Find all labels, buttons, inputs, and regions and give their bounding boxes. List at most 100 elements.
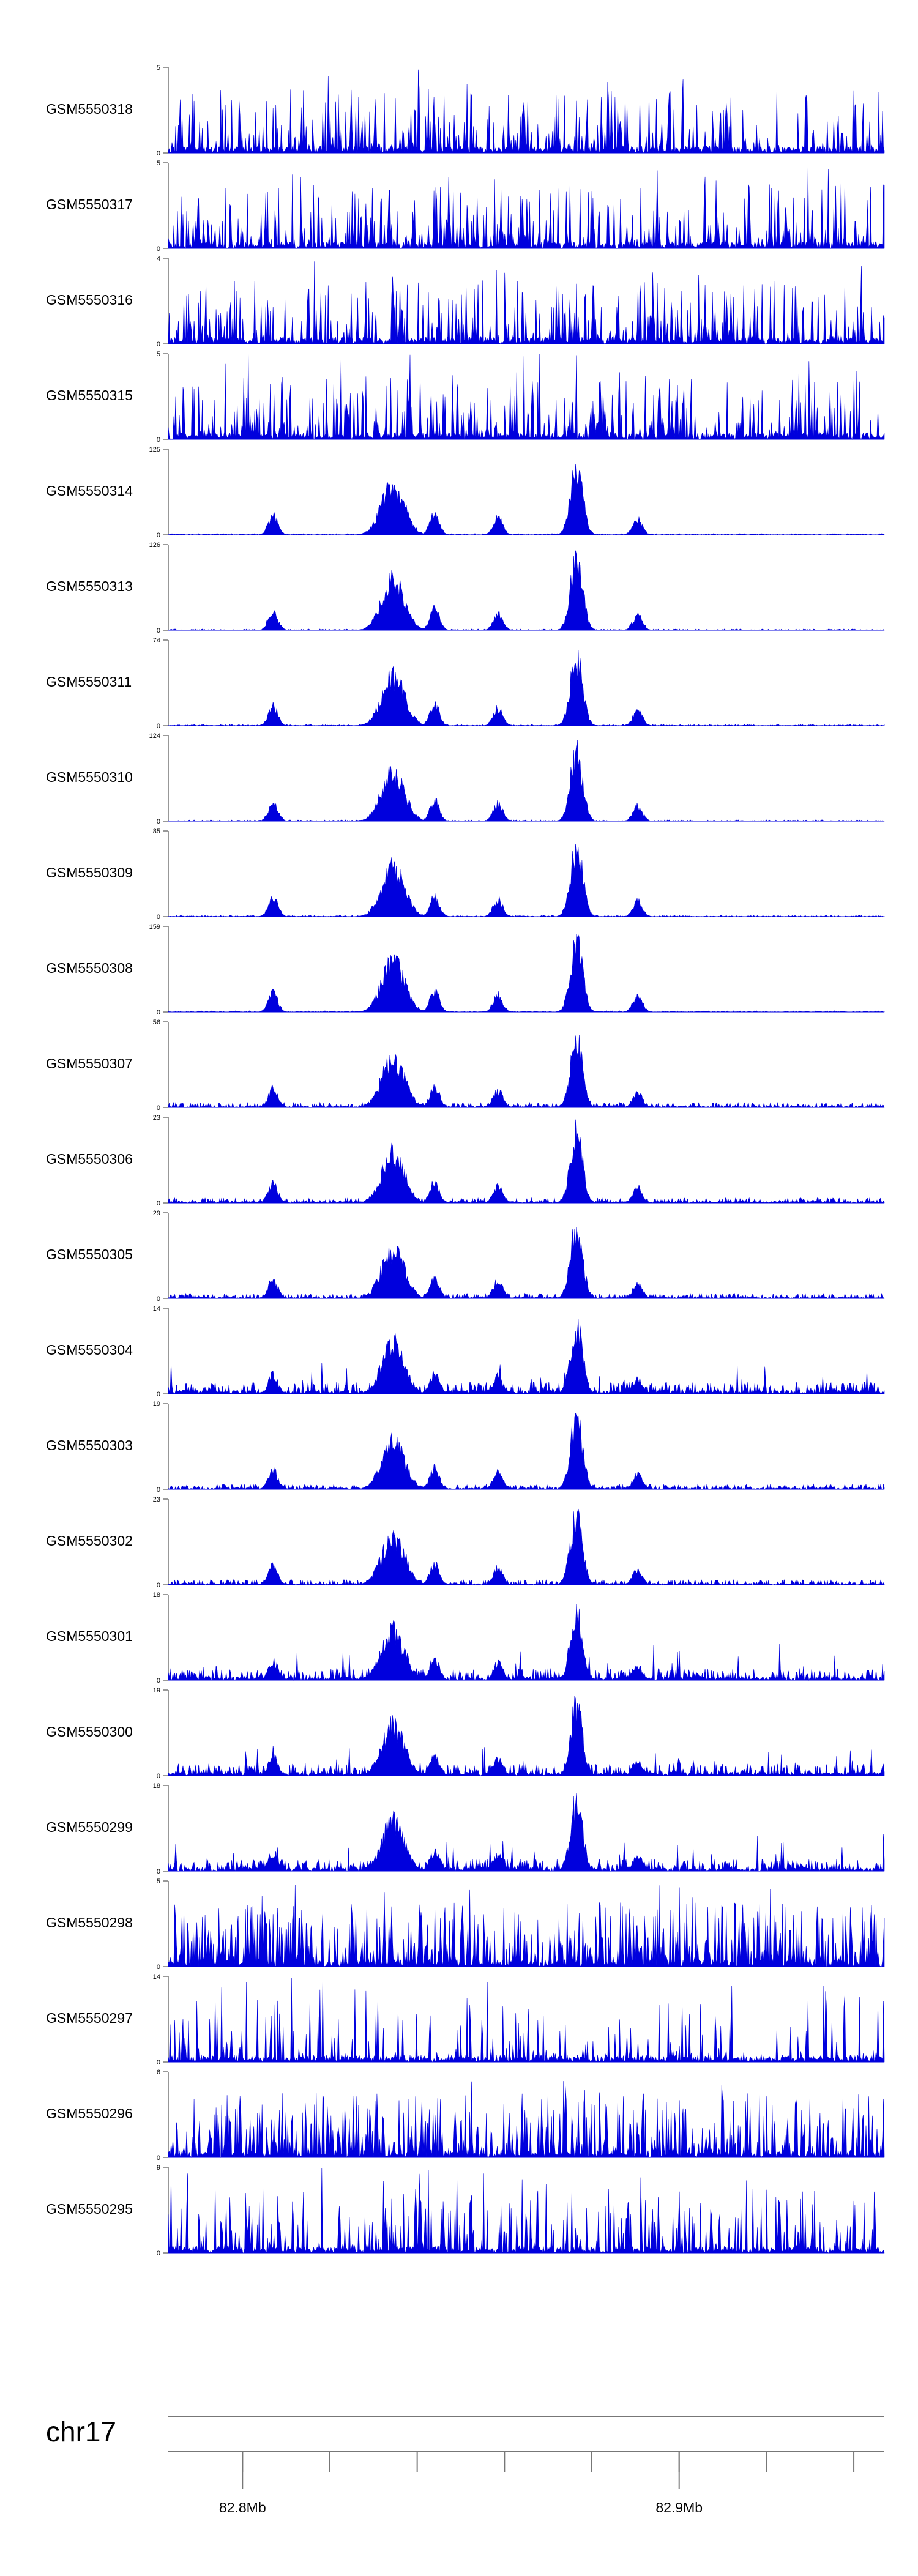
y-max-label: 23 [153, 1496, 160, 1503]
signal-area [168, 1696, 885, 1776]
signal-area [168, 69, 885, 154]
y-min-label: 0 [157, 1104, 160, 1112]
track-label: GSM5550298 [46, 1915, 133, 1930]
track-label: GSM5550307 [46, 1055, 133, 1071]
track-label: GSM5550295 [46, 2201, 133, 2217]
signal-area [168, 1319, 885, 1394]
y-min-label: 0 [157, 1295, 160, 1303]
y-max-label: 5 [157, 1878, 160, 1885]
signal-area [168, 1978, 885, 2063]
track-GSM5550316: GSM5550316 4 0 [46, 255, 885, 348]
track-GSM5550296: GSM5550296 6 0 [46, 2069, 885, 2162]
y-min-label: 0 [157, 1868, 160, 1875]
y-min-label: 0 [157, 627, 160, 635]
track-label: GSM5550309 [46, 865, 133, 880]
track-GSM5550315: GSM5550315 5 0 [46, 351, 885, 444]
track-GSM5550310: GSM5550310 124 0 [46, 732, 885, 825]
y-max-label: 125 [149, 446, 160, 453]
track-label: GSM5550317 [46, 196, 133, 212]
signal-area [168, 464, 885, 535]
y-max-label: 9 [157, 2164, 160, 2172]
y-min-label: 0 [157, 1964, 160, 1971]
signal-area [168, 2168, 885, 2254]
signal-area [168, 1119, 885, 1204]
y-max-label: 159 [149, 923, 160, 931]
y-max-label: 18 [153, 1782, 160, 1790]
y-min-label: 0 [157, 245, 160, 253]
track-GSM5550317: GSM5550317 5 0 [46, 160, 885, 253]
chromosome-label: chr17 [46, 2416, 116, 2448]
chromosome-ticks: 82.8Mb 82.9Mb [219, 2451, 855, 2515]
signal-area [168, 1508, 885, 1585]
track-GSM5550298: GSM5550298 5 0 [46, 1878, 885, 1971]
track-label: GSM5550304 [46, 1342, 133, 1358]
track-GSM5550297: GSM5550297 14 0 [46, 1973, 885, 2066]
signal-area [168, 1793, 885, 1872]
signal-area [168, 1885, 885, 1967]
track-GSM5550302: GSM5550302 23 0 [46, 1496, 885, 1589]
track-label: GSM5550308 [46, 960, 133, 976]
signal-area [168, 1413, 885, 1491]
signal-area [168, 550, 885, 631]
y-max-label: 4 [157, 255, 160, 262]
track-GSM5550318: GSM5550318 5 0 [46, 64, 885, 157]
track-label: GSM5550313 [46, 578, 133, 594]
track-label: GSM5550300 [46, 1724, 133, 1740]
track-GSM5550299: GSM5550299 18 0 [46, 1782, 885, 1875]
tick-label: 82.9Mb [655, 2500, 703, 2515]
signal-area [168, 740, 885, 822]
track-GSM5550306: GSM5550306 23 0 [46, 1114, 885, 1207]
y-max-label: 14 [153, 1305, 160, 1312]
track-label: GSM5550316 [46, 292, 133, 308]
signal-area [168, 1604, 885, 1681]
signal-area [168, 1034, 885, 1108]
track-GSM5550311: GSM5550311 74 0 [46, 637, 885, 730]
tick-label: 82.8Mb [219, 2500, 266, 2515]
signal-area [168, 167, 885, 249]
signal-area [168, 261, 885, 344]
y-min-label: 0 [157, 1009, 160, 1016]
track-GSM5550300: GSM5550300 19 0 [46, 1687, 885, 1780]
y-min-label: 0 [157, 2154, 160, 2162]
y-max-label: 18 [153, 1591, 160, 1599]
track-label: GSM5550302 [46, 1533, 133, 1549]
track-GSM5550307: GSM5550307 56 0 [46, 1019, 885, 1112]
track-GSM5550304: GSM5550304 14 0 [46, 1305, 885, 1398]
y-min-label: 0 [157, 341, 160, 348]
signal-area [168, 1227, 885, 1300]
y-min-label: 0 [157, 1200, 160, 1207]
y-min-label: 0 [157, 436, 160, 444]
track-GSM5550295: GSM5550295 9 0 [46, 2164, 885, 2257]
track-label: GSM5550296 [46, 2105, 133, 2121]
track-GSM5550301: GSM5550301 18 0 [46, 1591, 885, 1684]
y-min-label: 0 [157, 1486, 160, 1494]
y-min-label: 0 [157, 914, 160, 921]
y-max-label: 14 [153, 1973, 160, 1981]
track-GSM5550305: GSM5550305 29 0 [46, 1210, 885, 1303]
track-label: GSM5550306 [46, 1151, 133, 1167]
track-GSM5550313: GSM5550313 126 0 [46, 542, 885, 635]
y-min-label: 0 [157, 2250, 160, 2257]
signal-area [168, 843, 885, 917]
signal-tracks: GSM555031850GSM555031750GSM555031640GSM5… [46, 64, 885, 2257]
y-max-label: 124 [149, 732, 160, 740]
track-GSM5550309: GSM5550309 85 0 [46, 828, 885, 921]
track-label: GSM5550305 [46, 1246, 133, 1262]
signal-area [168, 650, 885, 726]
y-max-label: 74 [153, 637, 160, 644]
y-min-label: 0 [157, 723, 160, 730]
y-max-label: 19 [153, 1687, 160, 1694]
track-label: GSM5550297 [46, 2010, 133, 2026]
y-min-label: 0 [157, 1582, 160, 1589]
track-label: GSM5550315 [46, 387, 133, 403]
y-min-label: 0 [157, 1391, 160, 1398]
y-min-label: 0 [157, 2059, 160, 2066]
y-max-label: 23 [153, 1114, 160, 1122]
chromosome-axis: chr17 82.8Mb 82.9Mb [46, 2416, 884, 2515]
track-label: GSM5550314 [46, 483, 133, 499]
track-label: GSM5550299 [46, 1819, 133, 1835]
track-label: GSM5550301 [46, 1628, 133, 1644]
y-min-label: 0 [157, 1677, 160, 1684]
track-GSM5550308: GSM5550308 159 0 [46, 923, 885, 1016]
